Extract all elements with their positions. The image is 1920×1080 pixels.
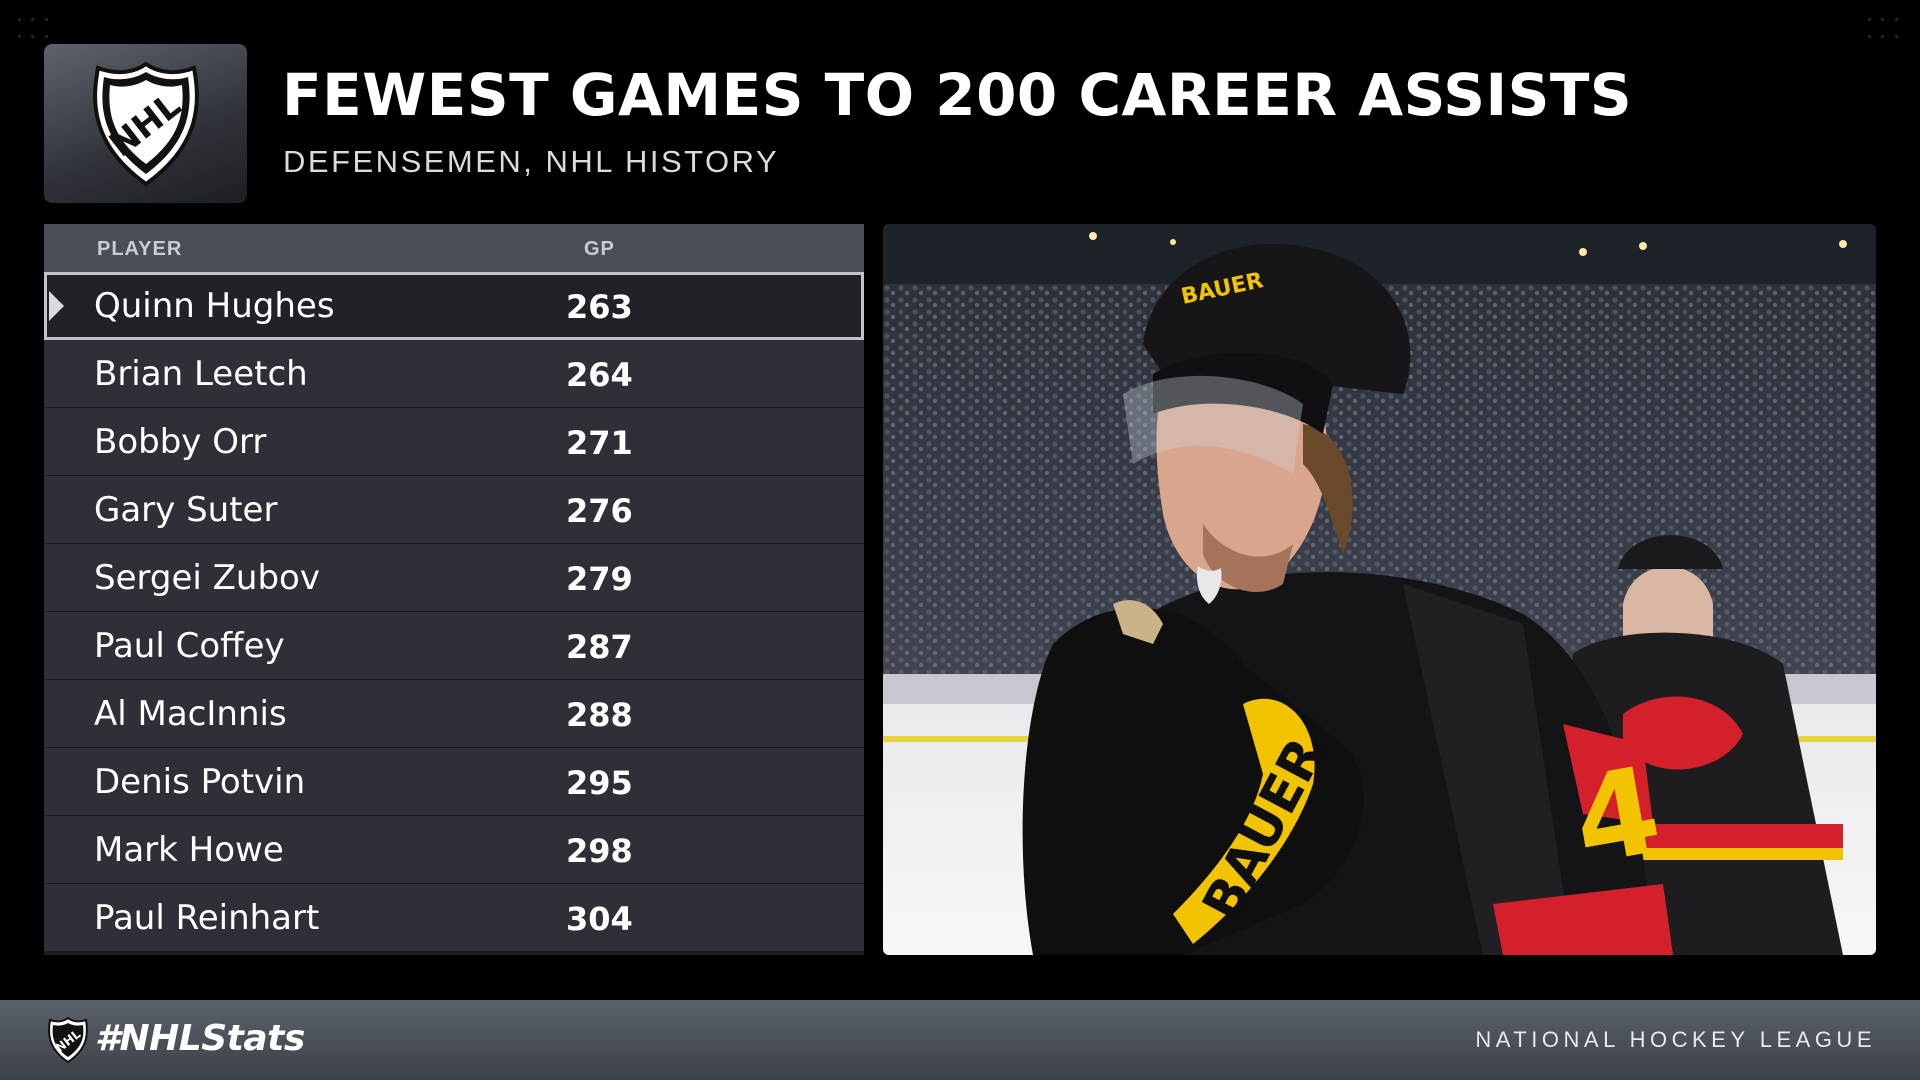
player-name: Sergei Zubov: [94, 558, 320, 598]
games-played: 271: [566, 424, 633, 462]
player-name: Paul Reinhart: [94, 898, 320, 938]
player-photo: 4 BAUER BAUER: [883, 224, 1876, 955]
player-name: Brian Leetch: [94, 354, 308, 394]
corner-dots-right: [1868, 18, 1902, 46]
column-header-gp: GP: [584, 238, 615, 260]
table-row: Denis Potvin 295: [44, 748, 864, 816]
nhl-shield-icon: NHL: [92, 61, 199, 186]
table-row: Bobby Orr 271: [44, 408, 864, 476]
table-row: Al MacInnis 288: [44, 680, 864, 748]
games-played: 295: [566, 764, 633, 802]
player-name: Paul Coffey: [94, 626, 285, 666]
table-row: Brian Leetch 264: [44, 340, 864, 408]
table-row: Gary Suter 276: [44, 476, 864, 544]
stats-table: PLAYER GP Quinn Hughes 263 Brian Leetch …: [44, 224, 864, 955]
nhl-logo-box: NHL: [44, 44, 247, 203]
games-played: 279: [566, 560, 633, 598]
player-photo-illustration: 4 BAUER BAUER: [883, 224, 1876, 955]
table-row: Paul Coffey 287: [44, 612, 864, 680]
games-played: 298: [566, 832, 633, 870]
table-row-highlighted: Quinn Hughes 263: [44, 272, 864, 340]
games-played: 287: [566, 628, 633, 666]
player-name: Mark Howe: [94, 830, 284, 870]
player-name: Al MacInnis: [94, 694, 287, 734]
player-name: Denis Potvin: [94, 762, 306, 802]
games-played: 263: [566, 288, 633, 326]
games-played: 276: [566, 492, 633, 530]
row-pointer-icon: [49, 291, 64, 321]
player-name: Quinn Hughes: [94, 286, 335, 326]
page-subtitle: DEFENSEMEN, NHL HISTORY: [283, 144, 780, 179]
table-row: Sergei Zubov 279: [44, 544, 864, 612]
games-played: 288: [566, 696, 633, 734]
nhl-shield-icon: NHL: [48, 1016, 88, 1064]
hashtag-label: #NHLStats: [95, 1018, 305, 1059]
table-row: Mark Howe 298: [44, 816, 864, 884]
table-row: Paul Reinhart 304: [44, 884, 864, 952]
games-played: 304: [566, 900, 633, 938]
corner-dots-left: [18, 18, 52, 46]
player-name: Bobby Orr: [94, 422, 267, 462]
footer-bar: NHL #NHLStats NATIONAL HOCKEY LEAGUE: [0, 1000, 1920, 1080]
games-played: 264: [566, 356, 633, 394]
player-name: Gary Suter: [94, 490, 278, 530]
table-header: PLAYER GP: [44, 224, 864, 272]
page-title: FEWEST GAMES TO 200 CAREER ASSISTS: [282, 61, 1633, 129]
column-header-player: PLAYER: [97, 238, 183, 260]
league-name: NATIONAL HOCKEY LEAGUE: [1475, 1027, 1876, 1052]
